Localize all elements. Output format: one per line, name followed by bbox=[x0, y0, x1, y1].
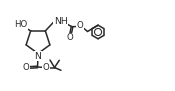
Text: O: O bbox=[43, 63, 50, 72]
Text: O: O bbox=[77, 21, 84, 30]
Text: N: N bbox=[35, 52, 41, 61]
Text: HO: HO bbox=[14, 20, 27, 29]
Text: O: O bbox=[23, 63, 30, 72]
Text: O: O bbox=[66, 33, 73, 42]
Text: NH: NH bbox=[54, 17, 68, 26]
